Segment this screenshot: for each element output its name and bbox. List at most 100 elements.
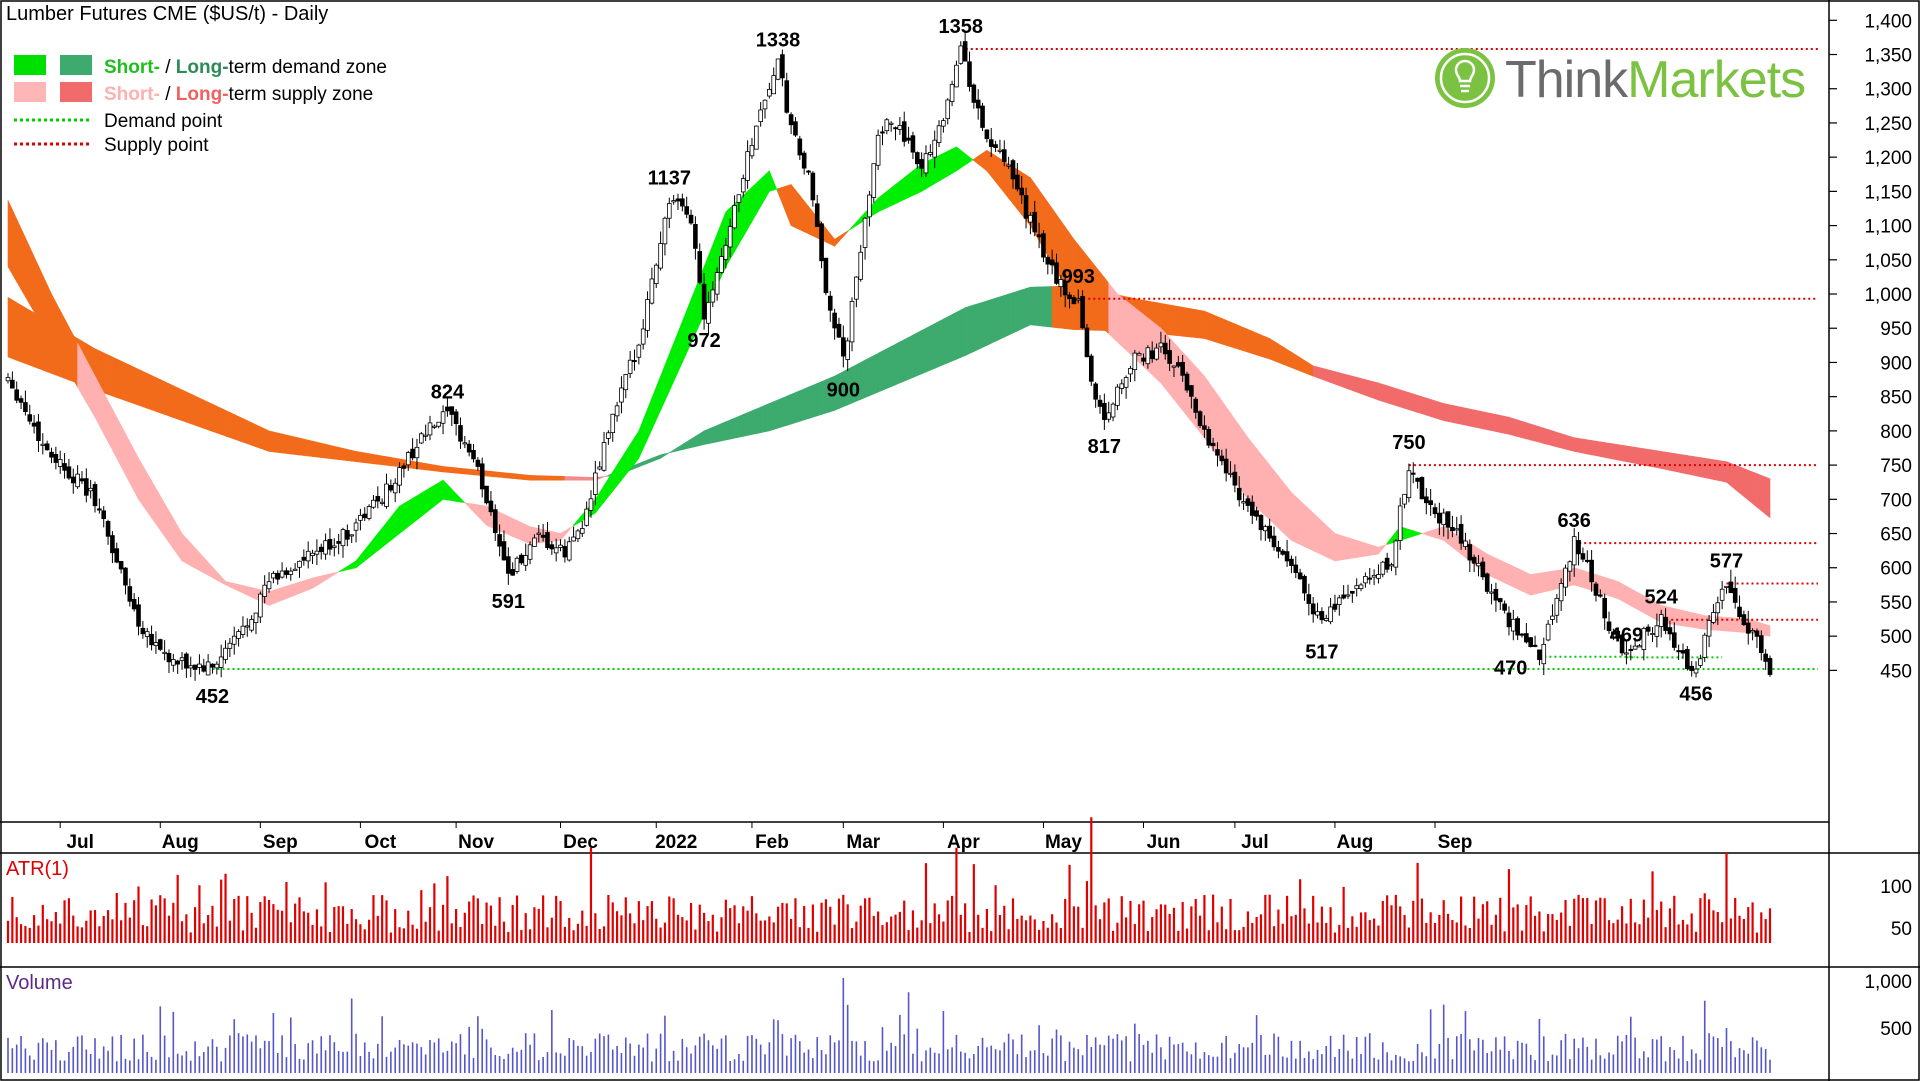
- long-term-band-segment: [1317, 366, 1323, 380]
- long-term-band-segment: [190, 393, 196, 426]
- short-term-band-segment: [934, 154, 940, 185]
- candle-up: [997, 149, 1003, 152]
- short-term-band-segment: [1608, 578, 1614, 598]
- long-term-band-segment: [1056, 285, 1062, 329]
- short-term-band-segment: [856, 216, 862, 227]
- long-term-band-segment: [1017, 289, 1022, 332]
- short-term-band-segment: [168, 509, 174, 550]
- short-term-band-segment: [463, 502, 470, 508]
- short-term-band-segment: [829, 232, 835, 247]
- short-term-band-segment: [773, 181, 779, 193]
- candle-down: [545, 532, 550, 549]
- long-term-band-segment: [159, 379, 165, 415]
- long-term-band-segment: [1208, 312, 1214, 342]
- long-term-band-segment: [142, 370, 148, 409]
- long-term-band-segment: [1582, 438, 1588, 455]
- short-term-band-segment: [477, 504, 483, 522]
- atr-plot: [6, 817, 1772, 943]
- short-term-band-segment: [1325, 524, 1331, 560]
- candle-up: [57, 459, 63, 467]
- short-term-band-segment: [1278, 475, 1284, 533]
- price-label: 636: [1558, 510, 1591, 532]
- long-term-band-segment: [290, 435, 296, 455]
- candle-down: [1410, 472, 1416, 475]
- short-term-band-segment: [1486, 553, 1492, 578]
- long-term-band-segment: [1643, 448, 1649, 467]
- long-term-band-segment: [1460, 406, 1466, 426]
- long-term-band-segment: [603, 474, 609, 478]
- short-term-band-segment: [1112, 287, 1118, 343]
- short-term-band-segment: [1147, 317, 1153, 376]
- short-term-band-segment: [886, 187, 892, 209]
- candle-down: [1667, 627, 1673, 635]
- candle-up: [271, 573, 276, 579]
- short-term-band-segment: [1499, 559, 1505, 584]
- long-term-band-segment: [342, 447, 348, 461]
- candle-down: [79, 478, 85, 482]
- long-term-band-segment: [1343, 373, 1349, 390]
- short-term-band-segment: [1439, 526, 1445, 541]
- brand-logo: ThinkMarkets: [1435, 48, 1806, 109]
- candle-down: [1741, 614, 1747, 626]
- long-term-band-segment: [1204, 310, 1210, 341]
- long-term-band-segment: [1578, 438, 1584, 454]
- candle-down: [192, 664, 198, 670]
- long-term-band-segment: [725, 419, 731, 441]
- candle-down: [1015, 174, 1020, 190]
- legend-supply-point-text: Supply point: [104, 135, 209, 156]
- candle-up: [1075, 298, 1081, 301]
- short-term-band-segment: [564, 527, 570, 537]
- candle-up: [771, 75, 777, 95]
- candle-up: [1706, 620, 1712, 637]
- candle-up: [1511, 618, 1516, 632]
- long-term-band-segment: [947, 314, 953, 364]
- short-term-band-segment: [1539, 572, 1545, 594]
- candle-down: [1062, 281, 1068, 296]
- long-term-band-segment: [220, 407, 226, 437]
- short-term-band-segment: [1121, 296, 1127, 351]
- short-term-band-segment: [1639, 592, 1645, 614]
- long-term-band-segment: [1299, 357, 1305, 374]
- long-term-band-segment: [1304, 359, 1310, 375]
- long-term-band-segment: [1251, 330, 1257, 356]
- candle-up: [658, 243, 663, 269]
- short-term-band-segment: [460, 497, 466, 504]
- y-tick-label: 900: [1880, 353, 1912, 374]
- long-term-band-segment: [460, 467, 466, 475]
- candle-up: [619, 387, 624, 403]
- candle-down: [458, 425, 463, 442]
- candle-up: [379, 501, 385, 504]
- short-term-band-segment: [133, 449, 139, 500]
- long-term-band-segment: [638, 461, 644, 468]
- candle-down: [1023, 195, 1029, 219]
- candle-up: [597, 466, 602, 470]
- long-term-band-segment: [168, 383, 174, 418]
- y-tick-label: 1,050: [1864, 251, 1912, 272]
- short-term-band-segment: [612, 464, 618, 492]
- short-term-band-segment: [525, 524, 531, 545]
- short-term-band-segment: [138, 457, 144, 507]
- long-term-band-segment: [442, 466, 448, 473]
- y-tick-label: 1,250: [1864, 114, 1912, 135]
- long-term-band-segment: [438, 465, 444, 473]
- short-term-band-segment: [1352, 538, 1357, 559]
- candle-down: [880, 131, 885, 134]
- long-term-band-segment: [373, 454, 379, 465]
- candle-down: [1728, 581, 1734, 594]
- long-term-band-segment: [899, 339, 905, 384]
- long-term-band-segment: [1295, 354, 1301, 372]
- candle-down: [1245, 498, 1251, 506]
- long-term-band-segment: [882, 348, 888, 391]
- candle-up: [727, 226, 733, 248]
- candle-down: [684, 206, 689, 215]
- long-term-band-segment: [1565, 434, 1571, 451]
- candle-down: [784, 80, 790, 113]
- long-term-band-segment: [1312, 365, 1318, 379]
- long-term-band-segment: [555, 475, 561, 481]
- price-label: 470: [1494, 658, 1527, 680]
- y-tick-label: 1,350: [1864, 46, 1912, 67]
- candle-down: [1515, 618, 1520, 636]
- candle-up: [288, 570, 294, 575]
- y-tick-label: 1,200: [1864, 148, 1912, 169]
- long-term-band-segment: [547, 475, 553, 481]
